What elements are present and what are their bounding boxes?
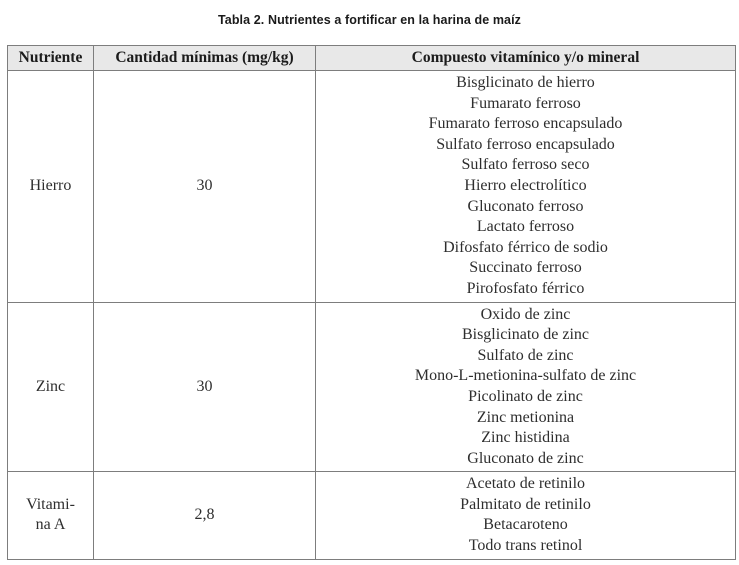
compound-line: Sulfato de zinc — [477, 346, 574, 364]
amount-cell: 30 — [93, 70, 316, 303]
table-row: Hierro 30 Bisglicinato de hierro Fumarato f… — [7, 70, 736, 303]
compounds-cell: Bisglicinato de hierro Fumarato ferroso Fu… — [315, 70, 736, 303]
compound-line: Bisglicinato de zinc — [461, 326, 590, 344]
amount-cell: 30 — [93, 301, 316, 473]
compound-line: Sulfato ferroso seco — [461, 156, 590, 174]
amount-cell: 2,8 — [93, 471, 316, 560]
compound-line: Gluconato de zinc — [467, 449, 584, 467]
compound-line: Gluconato ferroso — [467, 197, 584, 215]
compound-line: Oxido de zinc — [480, 305, 571, 323]
nutrient-cell: Vitami- na A — [7, 471, 94, 560]
compound-line: Pirofosfato férrico — [466, 279, 585, 297]
compounds-cell: Oxido de zinc Bisglicinato de zinc Sulfato… — [315, 301, 736, 473]
table-title: Tabla 2. Nutrientes a fortificar en la h… — [217, 13, 522, 27]
table-row: Zinc 30 Oxido de zinc Bisglicinato de zinc S… — [7, 301, 736, 473]
compound-line: Acetato de retinilo — [465, 475, 586, 493]
compound-line: Lactato ferroso — [476, 218, 575, 236]
compound-line: Zinc histidina — [481, 429, 570, 447]
compound-line: Todo trans retinol — [468, 537, 583, 555]
table-body: Hierro 30 Bisglicinato de hierro Fumarato f… — [7, 70, 736, 560]
header-nutriente: Nutriente — [7, 45, 94, 71]
nutrients-table: Nutriente Cantidad mínimas (mg/kg) Compu… — [7, 45, 736, 560]
compound-line: Fumarato ferroso — [470, 94, 581, 112]
header-compuesto: Compuesto vitamínico y/o mineral — [315, 45, 736, 71]
compounds-cell: Acetato de retinilo Palmitato de retinilo… — [315, 471, 736, 560]
compound-line: Palmitato de retinilo — [460, 495, 591, 513]
compound-line: Betacaroteno — [483, 516, 568, 534]
compound-line: Sulfato ferroso encapsulado — [436, 135, 615, 153]
compound-line: Picolinato de zinc — [468, 387, 583, 405]
header-cantidad-minima: Cantidad mínimas (mg/kg) — [93, 45, 316, 71]
compound-line: Hierro electrolítico — [464, 176, 587, 194]
compound-line: Bisglicinato de hierro — [456, 74, 595, 91]
compound-line: Difosfato férrico de sodio — [443, 238, 608, 256]
header-row: Nutriente Cantidad mínimas (mg/kg) Compu… — [7, 45, 736, 71]
compound-line: Succinato ferroso — [469, 259, 582, 277]
compound-line: Mono-L-metionina-sulfato de zinc — [414, 367, 637, 385]
nutrient-cell: Zinc — [7, 301, 94, 473]
compound-line: Fumarato ferroso encapsulado — [428, 115, 623, 133]
compound-line: Zinc metionina — [476, 408, 575, 426]
table-row: Vitami- na A 2,8 Acetato de retinilo Palmit… — [7, 471, 736, 560]
nutrient-cell: Hierro — [7, 70, 94, 303]
